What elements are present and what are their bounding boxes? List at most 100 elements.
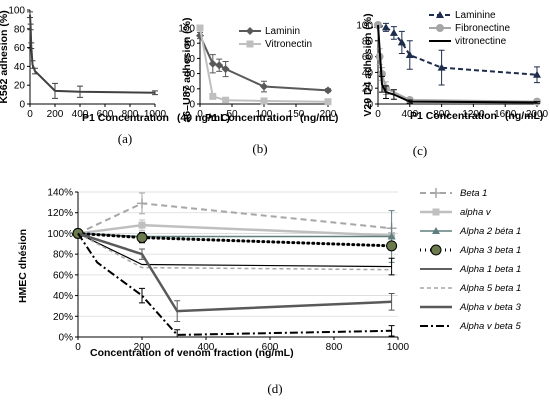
x-axis-label: Concentration of venom fraction (ng/mL) [90, 347, 294, 359]
legend-marker [436, 24, 444, 32]
panel-caption: (d) [267, 381, 282, 396]
y-tick-label: 120% [47, 208, 73, 219]
legend-label: Beta 1 [460, 188, 487, 199]
legend-marker [246, 40, 254, 48]
x-tick-label: 0 [75, 342, 81, 353]
legend-label: Alpha 2 béta 1 [459, 226, 521, 237]
data-point [437, 63, 446, 71]
legend-label: Alpha v beta 5 [459, 321, 521, 332]
x-tick-label: 400 [72, 109, 89, 120]
y-axis-label: V29 D4 adhesion (%) [362, 13, 374, 116]
y-axis-label: K562 adhesion (%) [0, 10, 10, 103]
data-point [387, 232, 396, 240]
error-bar [174, 329, 181, 338]
series-line [77, 223, 392, 237]
data-point [260, 82, 268, 91]
data-point [215, 61, 224, 70]
y-axis-label: a6–U87 adhesion (%) [181, 17, 193, 122]
y-tick-label: 100% [47, 229, 73, 240]
data-point [221, 65, 230, 74]
y-tick-label: 60 [184, 54, 196, 65]
y-tick-label: 40 [14, 62, 26, 73]
series-line [77, 232, 392, 268]
legend-item: Alpha 5 beta 1 [420, 283, 521, 294]
y-tick-label: 100 [356, 21, 373, 32]
x-tick-label: 200 [47, 109, 64, 120]
series-line [377, 24, 538, 104]
legend-marker [432, 208, 440, 216]
legend-item: Alpha v beta 5 [420, 321, 521, 332]
series-line [199, 35, 329, 92]
data-point [260, 97, 268, 105]
data-point [208, 59, 217, 68]
legend-label: Vitronectin [265, 39, 312, 50]
y-tick-label: 80% [53, 250, 73, 261]
data-point [533, 70, 541, 78]
legend-item: Alpha 3 beta 1 [420, 244, 521, 256]
x-tick-label: 1000 [387, 342, 410, 353]
x-tick-label: 1000 [144, 109, 167, 120]
data-point [324, 86, 332, 95]
data-point [381, 23, 390, 31]
y-tick-label: 20 [362, 84, 374, 95]
legend-item: Beta 1 [420, 188, 487, 199]
series-vitronectin [196, 24, 332, 106]
error-bar [388, 325, 395, 337]
x-tick-label: 100 [256, 109, 273, 120]
data-point [137, 198, 147, 209]
legend-label: Alpha 5 beta 1 [459, 283, 521, 294]
data-point [138, 221, 146, 229]
series-line [77, 232, 392, 313]
data-point [324, 98, 332, 106]
x-tick-label: 200 [320, 109, 337, 120]
data-point [405, 51, 414, 59]
series-line [29, 14, 156, 94]
y-tick-label: 40 [184, 69, 196, 80]
legend-label: Alpha 3 beta 1 [459, 245, 521, 256]
y-tick-label: 60 [14, 43, 26, 54]
y-tick-label: 0 [367, 100, 373, 111]
x-tick-label: 0 [27, 109, 33, 120]
x-tick-label: 600 [97, 109, 114, 120]
data-point [397, 38, 406, 46]
y-tick-label: 20% [53, 312, 73, 323]
error-bar [139, 287, 145, 304]
x-tick-label: 150 [288, 109, 305, 120]
legend-item: Alpha 1 beta 1 [420, 264, 521, 275]
data-point [209, 92, 217, 100]
x-axis-label-text: P1 Concentration [410, 110, 497, 122]
x-tick-label: 2000 [526, 109, 549, 120]
legend-item: Laminin [239, 26, 300, 37]
y-tick-label: 60 [362, 52, 374, 63]
x-axis-label-unit: (ng/mL) [505, 110, 544, 122]
y-tick-label: 0% [59, 333, 74, 344]
x-axis-label: P1 Concentration (ng/mL) [205, 112, 338, 124]
series-alpha-v-beta-3 [77, 232, 395, 322]
series-alpha-v-beta-5 [77, 232, 395, 338]
x-tick-label: 1200 [462, 109, 485, 120]
y-tick-label: 140% [47, 188, 73, 199]
x-tick-label: 400 [198, 342, 215, 353]
legend-label: Laminine [455, 10, 496, 21]
series-alpha-1-beta-1 [77, 232, 395, 276]
panel-caption: (c) [413, 143, 427, 158]
series-vitronectine [377, 24, 540, 104]
x-tick-label: 200 [134, 342, 151, 353]
x-tick-label: 0 [197, 109, 203, 120]
legend-item: Alpha 2 béta 1 [420, 226, 521, 237]
data-point [196, 24, 204, 32]
y-tick-label: 20 [14, 81, 26, 92]
y-tick-label: 0 [189, 100, 195, 111]
axes [27, 9, 156, 107]
legend-marker [436, 11, 444, 18]
x-tick-label: 600 [262, 342, 279, 353]
legend-label: vitronectine [455, 36, 507, 47]
series-line [77, 232, 392, 336]
error-bar [388, 293, 395, 311]
legend-item: Vitronectin [239, 39, 312, 50]
x-axis-label: P1 Concentration (ng/mL) [410, 110, 543, 122]
y-tick-label: 80 [184, 39, 196, 50]
legend-label: alpha v [460, 207, 492, 218]
y-tick-label: 80 [362, 36, 374, 47]
